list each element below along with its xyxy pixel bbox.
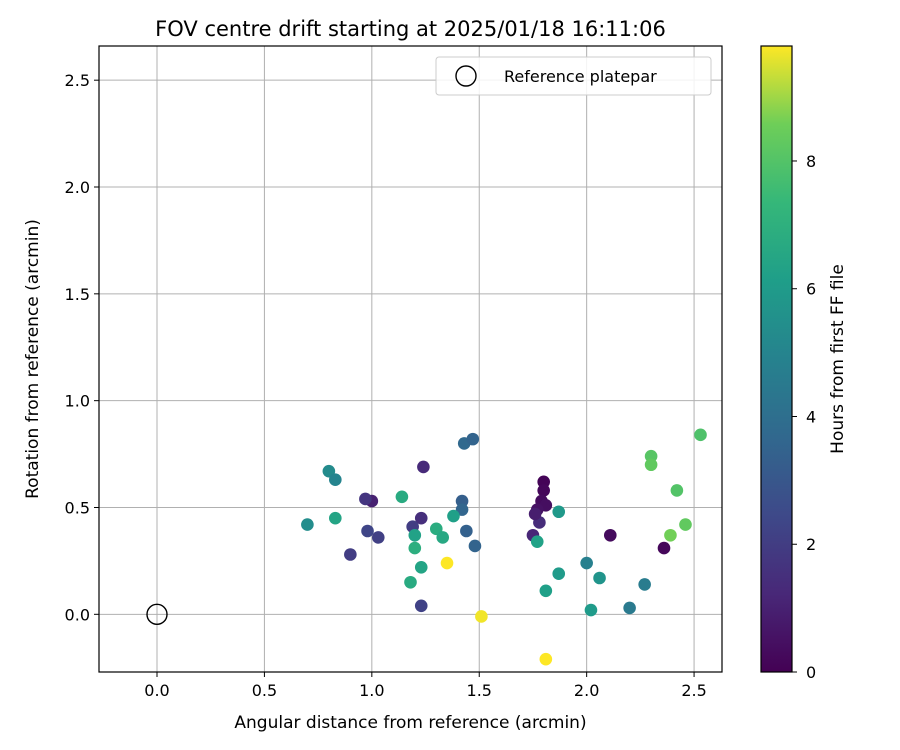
reference-platepar-marker: [146, 603, 168, 626]
data-point: [664, 528, 677, 542]
data-point: [530, 535, 544, 548]
data-point: [395, 490, 409, 504]
y-tick-label: 0.0: [65, 605, 90, 624]
data-point: [414, 599, 428, 613]
data-point: [329, 511, 342, 525]
points-layer: [301, 428, 707, 666]
colorbar-tick-label: 6: [806, 280, 816, 299]
y-tick-label: 0.5: [65, 498, 90, 517]
data-point: [361, 524, 374, 538]
data-point: [455, 503, 469, 516]
colorbar-tick-label: 4: [806, 407, 816, 426]
data-point: [301, 518, 314, 531]
data-point: [528, 507, 542, 521]
y-tick-label: 1.5: [65, 285, 90, 304]
y-axis-label: Rotation from reference (arcmin): [23, 219, 43, 499]
x-axis: 0.0 0.5 1.0 1.5 2.0 2.5: [144, 672, 707, 700]
data-point: [638, 578, 651, 591]
colorbar-label: Hours from first FF file: [828, 264, 848, 454]
chart-title: FOV centre drift starting at 2025/01/18 …: [155, 17, 666, 41]
data-point: [593, 571, 606, 585]
data-point: [371, 531, 385, 544]
data-point: [644, 458, 658, 472]
legend-marker: [455, 65, 477, 87]
legend: Reference platepar: [435, 56, 712, 96]
x-tick-label: 2.5: [681, 681, 706, 700]
colorbar-tick-label: 0: [806, 663, 816, 682]
x-tick-label: 0.0: [144, 681, 169, 700]
data-point: [552, 567, 566, 581]
grid: [99, 46, 722, 672]
data-point: [440, 556, 454, 570]
data-point: [344, 548, 357, 561]
data-point: [436, 531, 450, 544]
data-point: [539, 652, 553, 666]
data-point: [466, 432, 480, 446]
data-point: [408, 528, 422, 542]
data-point: [623, 601, 636, 615]
colorbar-tick-label: 2: [806, 535, 816, 554]
data-point: [414, 511, 428, 525]
data-point: [447, 509, 460, 523]
data-point: [537, 484, 550, 497]
data-point: [329, 473, 342, 487]
data-point: [603, 528, 617, 542]
colorbar-gradient: [760, 45, 793, 673]
legend-label: Reference platepar: [504, 67, 657, 86]
data-point: [679, 518, 692, 531]
plot-frame: [98, 45, 723, 673]
x-tick-label: 1.5: [467, 681, 492, 700]
data-point: [408, 541, 422, 555]
reference-layer: [146, 603, 168, 626]
data-point: [322, 464, 336, 478]
data-point: [694, 428, 707, 442]
y-tick-label: 2.5: [65, 71, 90, 90]
data-point: [539, 584, 553, 598]
data-point: [657, 541, 671, 555]
data-point: [460, 524, 473, 538]
data-point: [359, 492, 372, 506]
data-point: [580, 556, 593, 570]
colorbar-ticks: 0 2 4 6 8: [792, 152, 816, 682]
data-point: [475, 610, 488, 623]
data-point: [429, 522, 443, 536]
x-tick-label: 1.0: [359, 681, 384, 700]
data-point: [414, 561, 428, 574]
data-point: [417, 460, 430, 474]
y-tick-label: 1.0: [65, 392, 90, 411]
data-point: [584, 603, 598, 617]
data-point: [404, 575, 417, 589]
x-axis-label: Angular distance from reference (arcmin): [234, 713, 586, 733]
legend-box: [435, 56, 712, 96]
data-point: [468, 539, 482, 553]
data-point: [670, 484, 684, 497]
x-tick-label: 2.0: [574, 681, 599, 700]
y-tick-label: 2.0: [65, 178, 90, 197]
data-point: [552, 505, 566, 519]
colorbar: 0 2 4 6 8 Hours from first FF file: [760, 45, 848, 682]
colorbar-tick-label: 8: [806, 152, 816, 171]
x-tick-label: 0.5: [252, 681, 277, 700]
y-axis: 0.0 0.5 1.0 1.5 2.0 2.5: [65, 71, 99, 624]
